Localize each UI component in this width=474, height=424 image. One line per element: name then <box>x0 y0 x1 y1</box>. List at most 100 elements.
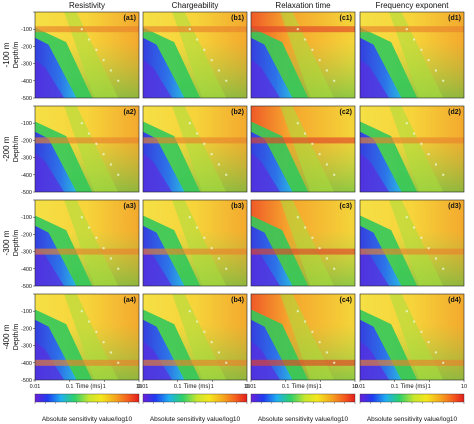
heatmap-panel: (b4) <box>142 293 248 381</box>
heatmap-band <box>280 12 335 98</box>
heatmap-panel: (c2) <box>250 105 356 193</box>
heatmap-speckle <box>420 142 423 146</box>
column-title: Relaxation time <box>275 1 331 10</box>
heatmap-speckle <box>325 163 329 166</box>
target-layer-stripe <box>251 359 355 366</box>
heatmap-speckle <box>296 28 299 31</box>
heatmap-band <box>280 200 335 286</box>
y-tick-label: -200 <box>21 326 32 332</box>
heatmap-band <box>280 294 335 380</box>
heatmap-speckle <box>427 58 430 62</box>
panel-label: (b1) <box>231 15 244 22</box>
depth-axis-label: Depth/m <box>13 136 20 163</box>
heatmap-speckle <box>102 58 105 62</box>
x-tick-label: 0.01 <box>138 384 149 390</box>
heatmap-speckle <box>303 132 307 135</box>
panel-frame <box>359 199 465 287</box>
heatmap-panel: (a3) <box>34 199 140 287</box>
target-layer-stripe <box>143 26 247 33</box>
heatmap-speckle <box>109 69 113 72</box>
heatmap-speckle <box>303 226 307 229</box>
heatmap-speckle <box>333 173 336 176</box>
panel-frame <box>142 293 248 381</box>
heatmap-band <box>389 106 444 192</box>
heatmap-purple-core <box>360 153 390 192</box>
heatmap-speckle <box>217 69 221 72</box>
heatmap-speckle <box>333 79 336 83</box>
heatmap-speckle <box>188 216 191 219</box>
row-label: -400 m <box>2 324 11 349</box>
panel-label: (d3) <box>448 203 461 210</box>
heatmap-speckle <box>109 163 113 166</box>
heatmap-panel: (d3) <box>359 199 465 287</box>
x-axis-label: Time (ms) <box>184 384 211 390</box>
y-tick-label: -400 <box>21 267 32 273</box>
panel-frame <box>250 199 356 287</box>
heatmap-panel: (c3) <box>250 199 356 287</box>
y-tick-label: -100 <box>21 215 32 221</box>
heatmap-speckle <box>296 310 299 313</box>
panel-frame <box>142 105 248 193</box>
heatmap-speckle <box>420 48 423 52</box>
heatmap-speckle <box>195 320 199 323</box>
x-tick-label: 0.01 <box>30 384 41 390</box>
x-tick-label: 0.01 <box>246 384 257 390</box>
heatmap-speckle <box>117 79 120 83</box>
panel-label: (a1) <box>124 15 136 22</box>
y-tick-label: -400 <box>21 173 32 179</box>
x-tick-label: 1 <box>319 384 322 390</box>
x-tick-label: 10 <box>244 384 250 390</box>
heatmap-speckle <box>102 340 105 344</box>
heatmap-speckle <box>427 340 430 344</box>
heatmap-purple-core <box>143 59 173 98</box>
heatmap-speckle <box>318 246 321 250</box>
heatmap-panel: (a1) <box>34 11 140 99</box>
target-layer-stripe <box>35 248 139 255</box>
target-layer-stripe <box>251 137 355 144</box>
heatmap-speckle <box>434 163 438 166</box>
heatmap-purple-core <box>35 59 65 98</box>
x-tick-label: 1 <box>428 384 431 390</box>
heatmap-speckle <box>225 267 228 270</box>
heatmap-speckle <box>405 216 408 219</box>
heatmap-panel: (d4) <box>359 293 465 381</box>
y-tick-label: -500 <box>21 190 32 196</box>
panel-label: (d1) <box>448 15 461 22</box>
target-layer-stripe <box>251 26 355 33</box>
panel-frame <box>34 199 140 287</box>
heatmap-speckle <box>117 267 120 270</box>
y-tick-label: -500 <box>21 378 32 384</box>
panel-label: (c1) <box>340 15 352 22</box>
y-tick-label: -400 <box>21 361 32 367</box>
colorbar <box>142 393 248 403</box>
heatmap-speckle <box>442 361 445 364</box>
panel-label: (a4) <box>124 297 136 304</box>
heatmap-speckle <box>434 257 438 260</box>
panel-frame <box>34 105 140 193</box>
heatmap-speckle <box>325 69 329 72</box>
heatmap-purple-core <box>360 247 390 286</box>
heatmap-speckle <box>412 38 416 41</box>
heatmap-purple-core <box>360 59 390 98</box>
target-layer-stripe <box>143 248 247 255</box>
heatmap-band <box>64 294 119 380</box>
target-layer-stripe <box>143 359 247 366</box>
heatmap-speckle <box>311 142 314 146</box>
target-layer-stripe <box>35 359 139 366</box>
panel-frame <box>250 11 356 99</box>
heatmap-speckle <box>210 340 213 344</box>
heatmap-speckle <box>87 226 91 229</box>
panel-frame <box>359 293 465 381</box>
heatmap-speckle <box>296 216 299 219</box>
heatmap-purple-core <box>35 247 65 286</box>
y-tick-label: -300 <box>21 344 32 350</box>
row-label: -300 m <box>2 230 11 255</box>
panel-frame <box>250 293 356 381</box>
heatmap-speckle <box>87 132 91 135</box>
heatmap-speckle <box>318 340 321 344</box>
x-tick-label: 1 <box>211 384 214 390</box>
target-layer-stripe <box>360 248 464 255</box>
colorbar-label: Absolute sensitivity value/log10 <box>367 416 458 423</box>
heatmap-band <box>172 200 227 286</box>
heatmap-panel: (c4) <box>250 293 356 381</box>
